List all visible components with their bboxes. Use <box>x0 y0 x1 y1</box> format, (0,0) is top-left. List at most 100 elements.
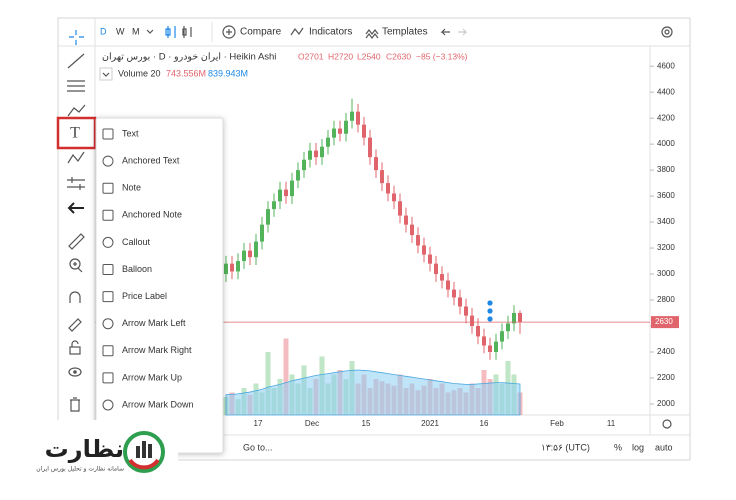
lock-draw-tool[interactable] <box>68 318 82 332</box>
chart-type-icon[interactable] <box>165 26 176 38</box>
menu-icon <box>102 209 114 221</box>
candle-body <box>506 323 510 332</box>
candle-body <box>350 111 354 121</box>
y-tick-label: 4000 <box>657 139 675 148</box>
interval[interactable]: W <box>116 26 125 36</box>
candle-body <box>356 111 360 125</box>
lock-tool[interactable] <box>69 346 81 355</box>
interval[interactable]: D <box>100 26 107 36</box>
ruler-tool[interactable] <box>68 233 85 250</box>
prediction-tool[interactable] <box>67 151 85 164</box>
candle-body <box>278 189 282 202</box>
ohlc-legend: O2701 H2720 L2540 C2630 −85 (−3.13%) <box>298 51 468 61</box>
auto-toggle[interactable]: auto <box>655 442 673 452</box>
menu-icon <box>102 372 114 384</box>
menu-item[interactable]: Anchored Note <box>122 210 182 220</box>
logo-bar <box>148 444 152 458</box>
menu-icon <box>102 236 114 248</box>
x-tick-label: Feb <box>550 419 564 428</box>
menu-item[interactable]: Arrow Mark Left <box>122 318 186 328</box>
lock-tool[interactable] <box>71 340 79 347</box>
compare-icon[interactable] <box>226 29 232 35</box>
x-tick-label: 17 <box>254 419 263 428</box>
candle-body <box>344 120 348 134</box>
candle-body <box>224 263 228 275</box>
y-tick-label: 3200 <box>657 243 675 252</box>
menu-item[interactable]: Arrow Mark Right <box>122 345 192 355</box>
menu-item[interactable]: Price Label <box>122 291 167 301</box>
percent-toggle[interactable]: % <box>614 442 622 452</box>
candle-body <box>386 183 390 194</box>
chevron[interactable] <box>102 72 110 77</box>
menu-item[interactable]: Balloon <box>122 264 152 274</box>
trend-line-tool[interactable] <box>67 53 85 69</box>
candle-body <box>458 297 462 307</box>
chevron[interactable] <box>146 29 154 34</box>
templates-icon[interactable] <box>365 29 379 39</box>
collapse-button[interactable] <box>99 67 113 81</box>
selected-tool-highlight <box>56 116 97 150</box>
candle-body <box>332 128 336 138</box>
settings[interactable] <box>664 29 670 35</box>
text-tool-icon[interactable]: T <box>70 125 80 142</box>
candle-body <box>290 180 294 197</box>
candle-body <box>482 336 486 346</box>
candle-body <box>362 124 366 138</box>
chart-style-icon[interactable] <box>182 26 192 38</box>
ohlc-value: H2720 <box>328 51 353 61</box>
volume-ma-area <box>225 369 521 416</box>
indicators-button[interactable]: Indicators <box>309 27 352 38</box>
fib-tool[interactable] <box>67 80 85 92</box>
menu-item[interactable]: Arrow Mark Down <box>122 399 194 409</box>
visibility-tool[interactable] <box>73 370 77 374</box>
candle-body <box>512 313 516 324</box>
crosshair-tool[interactable] <box>69 30 84 45</box>
redo[interactable] <box>458 28 468 36</box>
candle-body <box>260 224 264 242</box>
menu-icon <box>102 155 114 167</box>
chart-area <box>95 65 654 416</box>
menu-item[interactable]: Anchored Text <box>122 155 180 165</box>
y-tick-label: 4600 <box>657 61 675 70</box>
candle-body <box>272 201 276 210</box>
candle-body <box>314 150 318 158</box>
measure-tool[interactable] <box>67 177 85 190</box>
back-tool[interactable] <box>67 202 84 214</box>
candle-body <box>476 326 480 337</box>
compare-button[interactable]: Compare <box>240 27 282 38</box>
left-toolbar: T <box>56 30 97 440</box>
menu-item[interactable]: Callout <box>122 237 151 247</box>
volume-ma-value: 839.943M <box>208 68 248 78</box>
y-tick-label: 2400 <box>657 347 675 356</box>
zoom-tool[interactable] <box>73 262 83 273</box>
candle-body <box>320 146 324 158</box>
trash-tool[interactable] <box>70 397 80 412</box>
settings[interactable] <box>661 26 673 38</box>
menu-item[interactable]: Arrow Mark Up <box>122 372 182 382</box>
y-tick-label: 4400 <box>657 87 675 96</box>
candle-body <box>488 345 492 352</box>
candle-body <box>470 315 474 327</box>
menu-icon <box>102 182 114 194</box>
menu-item[interactable]: Text <box>122 128 139 138</box>
magnet-tool[interactable] <box>69 291 81 303</box>
candle-body <box>236 261 240 272</box>
menu-icon <box>102 399 114 411</box>
logo: نظارت سامانه نظارت و تحلیل بورس ایران <box>18 420 178 480</box>
templates-button[interactable]: Templates <box>382 27 428 38</box>
compare-icon[interactable] <box>222 25 236 39</box>
menu-item[interactable]: Note <box>122 183 141 193</box>
x-tick-label: 11 <box>607 419 616 428</box>
visibility-tool[interactable] <box>68 367 82 377</box>
axis-settings[interactable] <box>662 419 672 429</box>
zoom-tool[interactable] <box>69 258 81 270</box>
menu-icon <box>102 128 114 140</box>
candle-body <box>368 137 372 158</box>
logo-bar <box>136 446 140 458</box>
pattern-tool[interactable] <box>67 104 86 117</box>
interval[interactable]: M <box>132 26 140 36</box>
log-toggle[interactable]: log <box>632 442 644 452</box>
undo[interactable] <box>440 28 450 36</box>
indicators-icon[interactable] <box>290 27 304 36</box>
goto-button[interactable]: Go to... <box>243 442 273 452</box>
